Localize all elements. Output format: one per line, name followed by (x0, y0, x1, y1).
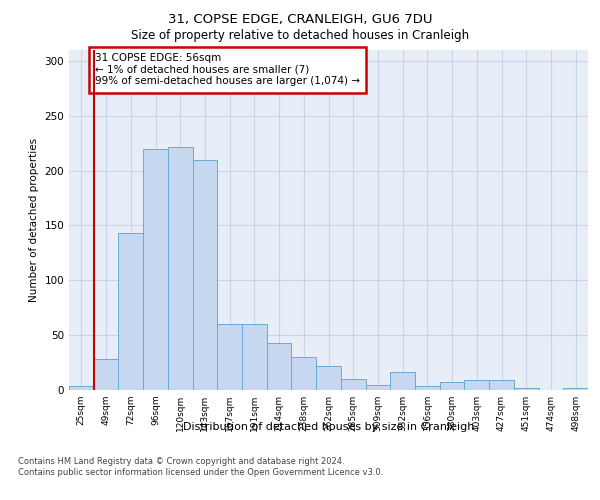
Bar (168, 146, 193, 390)
Bar (193, 160, 217, 390)
Bar (143, 148, 168, 390)
Bar (464, 380, 489, 390)
Bar (440, 382, 464, 390)
Bar (563, 388, 588, 390)
Text: Contains HM Land Registry data © Crown copyright and database right 2024.
Contai: Contains HM Land Registry data © Crown c… (18, 458, 383, 477)
Bar (217, 324, 242, 390)
Bar (316, 366, 341, 390)
Bar (292, 357, 316, 390)
Bar (390, 372, 415, 390)
Bar (267, 343, 292, 390)
Text: Size of property relative to detached houses in Cranleigh: Size of property relative to detached ho… (131, 29, 469, 42)
Bar (242, 324, 267, 390)
Y-axis label: Number of detached properties: Number of detached properties (29, 138, 39, 302)
Bar (69, 386, 94, 390)
Text: 31 COPSE EDGE: 56sqm
← 1% of detached houses are smaller (7)
99% of semi-detache: 31 COPSE EDGE: 56sqm ← 1% of detached ho… (95, 54, 360, 86)
Bar (365, 384, 390, 390)
Bar (514, 388, 539, 390)
Bar (341, 379, 365, 390)
Bar (415, 386, 440, 390)
Text: Distribution of detached houses by size in Cranleigh: Distribution of detached houses by size … (183, 422, 475, 432)
Bar (489, 380, 514, 390)
Bar (94, 360, 118, 390)
Bar (118, 233, 143, 390)
Text: 31, COPSE EDGE, CRANLEIGH, GU6 7DU: 31, COPSE EDGE, CRANLEIGH, GU6 7DU (168, 12, 432, 26)
